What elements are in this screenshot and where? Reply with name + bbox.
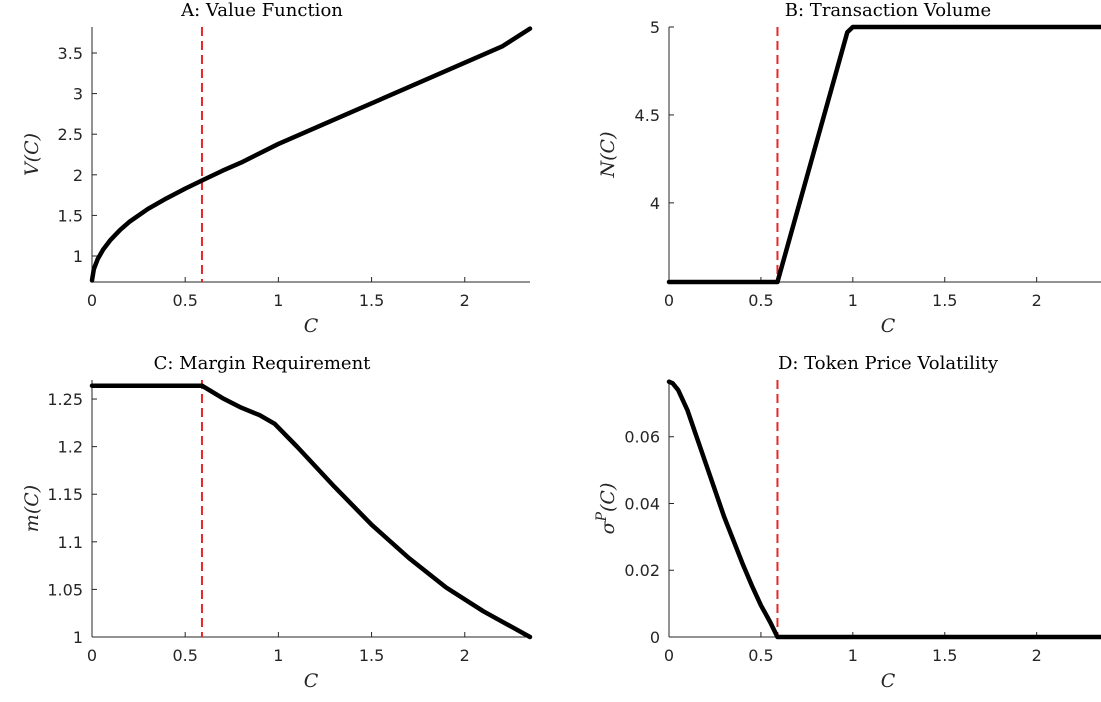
series-line: [666, 24, 1101, 285]
x-tick-label: 1: [273, 291, 283, 310]
x-tick-label: 0.5: [172, 646, 197, 665]
y-tick-label: 1: [73, 628, 83, 647]
panel-b: 0 0.5 1 1.5 2 4 4.5 5 B: Transaction Volume C N(C): [597, 0, 1101, 337]
y-tick-label: 2.5: [58, 125, 83, 144]
y-tick-label: 1.15: [47, 485, 83, 504]
y-tick-label: 0.04: [624, 494, 660, 513]
x-tick-label: 1: [273, 646, 283, 665]
panel-title: D: Token Price Volatility: [778, 353, 999, 374]
y-tick-label: 4.5: [635, 106, 660, 125]
x-axis-label: C: [881, 670, 896, 692]
panel-a: 0 0.5 1 1.5 2 1 1.5 2 2.5 3 3.5 A: Value Function C V…: [21, 0, 533, 337]
x-tick-label: 2: [1032, 646, 1042, 665]
y-tick-label: 3.5: [58, 44, 83, 63]
x-tick-label: 0: [87, 291, 97, 310]
panel-title: A: Value Function: [180, 0, 343, 21]
y-axis-label: σP(C): [594, 483, 619, 535]
x-axis-label: C: [881, 315, 896, 337]
x-tick-label: 0.5: [748, 646, 773, 665]
x-tick-label: 0: [664, 291, 674, 310]
y-tick-label: 5: [650, 18, 660, 37]
y-tick-label: 1: [73, 247, 83, 266]
series-line: [89, 383, 533, 640]
x-tick-label: 2: [1032, 291, 1042, 310]
x-tick-label: 1.5: [932, 646, 957, 665]
x-tick-label: 1: [848, 291, 858, 310]
y-tick-label: 4: [650, 194, 660, 213]
panel-title: C: Margin Requirement: [154, 353, 372, 374]
x-axis-label: C: [304, 670, 319, 692]
panel-c: 0 0.5 1 1.5 2 1 1.05 1.1 1.15 1.2 1.25 C: Margin Re…: [21, 353, 533, 692]
series-line: [666, 379, 1101, 640]
y-tick-label: 0.02: [624, 561, 660, 580]
y-tick-label: 1.2: [58, 438, 83, 457]
x-axis-label: C: [304, 315, 319, 337]
x-tick-label: 2: [460, 646, 470, 665]
x-tick-label: 0.5: [748, 291, 773, 310]
x-tick-label: 2: [460, 291, 470, 310]
panel-d: 0 0.5 1 1.5 2 0 0.02 0.04 0.06 D: Token Price Vol…: [594, 353, 1101, 692]
y-tick-label: 1.5: [58, 206, 83, 225]
x-tick-label: 0.5: [172, 291, 197, 310]
y-tick-label: 1.25: [47, 390, 83, 409]
x-tick-label: 0: [87, 646, 97, 665]
x-tick-label: 1.5: [932, 291, 957, 310]
y-tick-label: 2: [73, 166, 83, 185]
x-tick-label: 1.5: [359, 291, 384, 310]
y-axis-label: N(C): [597, 132, 619, 179]
y-tick-label: 0.06: [624, 428, 660, 447]
series-line: [89, 26, 533, 283]
y-tick-label: 1.1: [58, 533, 83, 552]
x-tick-label: 1: [848, 646, 858, 665]
y-tick-label: 1.05: [47, 580, 83, 599]
x-tick-label: 1.5: [359, 646, 384, 665]
x-tick-label: 0: [664, 646, 674, 665]
y-axis-label: V(C): [21, 133, 43, 176]
y-tick-label: 0: [650, 628, 660, 647]
y-axis-label: m(C): [21, 485, 43, 532]
y-tick-label: 3: [73, 85, 83, 104]
panel-title: B: Transaction Volume: [785, 0, 991, 21]
